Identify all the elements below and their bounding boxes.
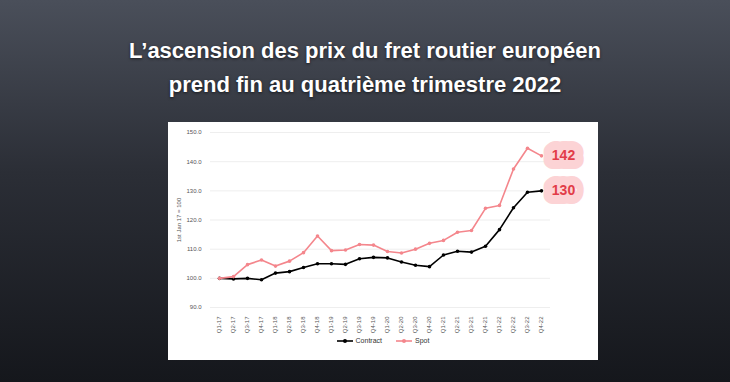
svg-text:Q1-17: Q1-17 xyxy=(216,316,222,333)
svg-text:1st Jan 17 = 100: 1st Jan 17 = 100 xyxy=(176,197,182,242)
svg-text:Q3-21: Q3-21 xyxy=(468,316,474,333)
svg-text:Q2-20: Q2-20 xyxy=(398,316,404,333)
svg-text:120.0: 120.0 xyxy=(186,217,202,223)
svg-text:Q2-21: Q2-21 xyxy=(454,316,460,333)
svg-text:Q3-18: Q3-18 xyxy=(300,316,306,333)
svg-text:Q1-19: Q1-19 xyxy=(328,316,334,333)
svg-text:Q1-21: Q1-21 xyxy=(440,316,446,333)
svg-text:130.0: 130.0 xyxy=(186,188,202,194)
svg-text:Q4-22: Q4-22 xyxy=(538,316,544,333)
svg-text:Q3-17: Q3-17 xyxy=(244,316,250,333)
svg-text:Q4-18: Q4-18 xyxy=(314,316,320,333)
html-text:Spot: Spot xyxy=(415,337,430,344)
svg-text:Q4-17: Q4-17 xyxy=(258,316,264,333)
html-text:L’ascension des prix du fret r: L’ascension des prix du fret routier eur… xyxy=(129,38,601,97)
svg-text:Q3-20: Q3-20 xyxy=(412,316,418,333)
svg-text:Q4-20: Q4-20 xyxy=(426,316,432,333)
svg-text:130: 130 xyxy=(552,182,576,198)
svg-text:Q3-22: Q3-22 xyxy=(524,316,530,333)
svg-text:Q1-22: Q1-22 xyxy=(496,316,502,333)
svg-text:Q2-19: Q2-19 xyxy=(342,316,348,333)
svg-text:Q2-17: Q2-17 xyxy=(230,316,236,333)
html-text:Contract: Contract xyxy=(355,337,382,344)
svg-text:Q4-21: Q4-21 xyxy=(482,316,488,333)
svg-text:Q2-22: Q2-22 xyxy=(510,316,516,333)
svg-text:Q2-18: Q2-18 xyxy=(286,316,292,333)
svg-text:110.0: 110.0 xyxy=(187,246,202,252)
svg-text:150.0: 150.0 xyxy=(186,129,202,135)
svg-text:Q1-18: Q1-18 xyxy=(272,316,278,333)
svg-text:100.0: 100.0 xyxy=(186,275,202,281)
svg-text:90.0: 90.0 xyxy=(190,304,202,310)
svg-text:Q4-19: Q4-19 xyxy=(370,316,376,333)
svg-text:140.0: 140.0 xyxy=(186,159,202,165)
svg-text:Q3-19: Q3-19 xyxy=(356,316,362,333)
svg-text:142: 142 xyxy=(552,147,576,163)
svg-text:Q1-20: Q1-20 xyxy=(384,316,390,333)
